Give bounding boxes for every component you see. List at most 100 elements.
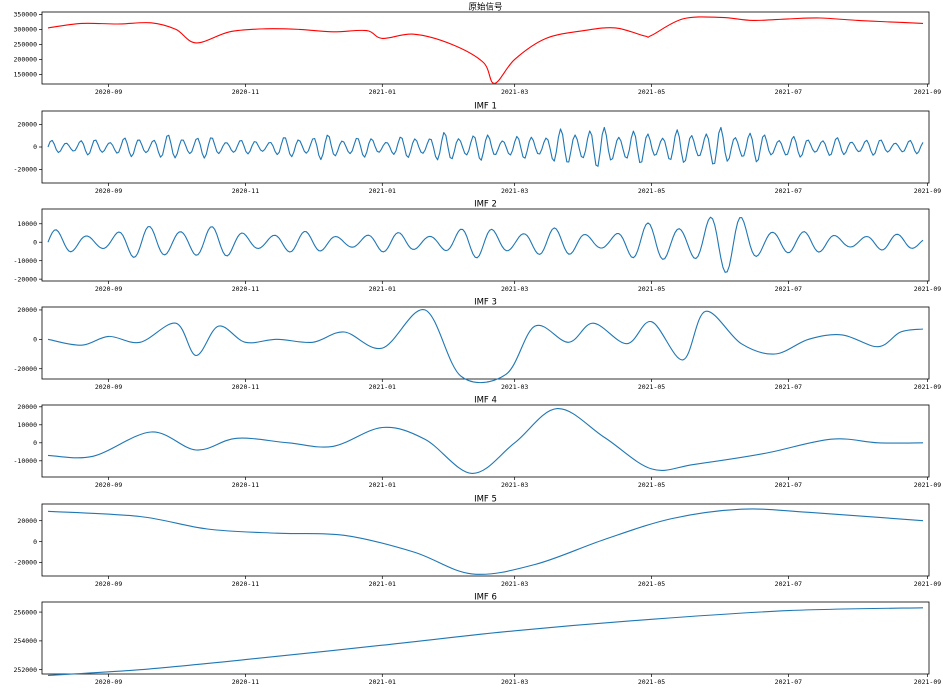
x-tick-label: 2021-03	[501, 187, 528, 195]
x-tick-label: 2021-09	[914, 88, 941, 96]
x-tick-label: 2021-07	[775, 88, 802, 96]
y-tick-label: 300000	[14, 26, 38, 34]
x-tick-label: 2021-03	[501, 580, 528, 588]
y-tick-label: 20000	[17, 517, 37, 525]
y-tick-label: 0	[33, 143, 37, 151]
axes-frame	[41, 110, 930, 184]
axes-frame	[41, 11, 930, 85]
y-tick-label: 252000	[14, 666, 38, 674]
panel-5: IMF 4 -10000 0 10000 20000 2020-09 2020-11 2021…	[14, 396, 942, 490]
y-tick-label: 350000	[14, 11, 38, 19]
x-tick-label: 2021-01	[369, 88, 396, 96]
y-tick-label: 10000	[17, 220, 37, 228]
axes-frame	[41, 601, 930, 675]
axes-frame	[41, 208, 930, 282]
y-tick-label: 0	[33, 538, 37, 546]
y-tick-label: -20000	[14, 166, 38, 174]
axes-frame	[41, 503, 930, 577]
panel-1: 原始信号 150000 200000 250000 300000 350000 2020-0…	[14, 2, 942, 97]
y-tick-label: 254000	[14, 637, 38, 645]
panel-4: IMF 3 -20000 0 20000 2020-09 2020-11 2021-01 20…	[14, 298, 942, 392]
axes-frame	[41, 306, 930, 380]
y-tick-label: 20000	[17, 121, 37, 129]
x-tick-label: 2021-01	[369, 383, 396, 391]
y-tick-label: -20000	[14, 365, 38, 373]
y-tick-label: 250000	[14, 41, 38, 49]
x-tick-label: 2020-11	[232, 383, 259, 391]
x-tick-label: 2021-05	[638, 187, 665, 195]
x-tick-label: 2021-09	[914, 285, 941, 293]
x-tick-label: 2021-05	[638, 383, 665, 391]
panel-3: IMF 2 -20000 -10000 0 10000 2020-09 2020-11 202…	[14, 200, 942, 294]
y-tick-label: 20000	[17, 306, 37, 314]
x-tick-label: 2020-09	[95, 481, 122, 489]
panel-title: IMF 3	[474, 298, 497, 308]
x-tick-label: 2021-01	[369, 481, 396, 489]
y-tick-label: 0	[33, 439, 37, 447]
panel-title: IMF 5	[474, 495, 497, 505]
x-tick-label: 2021-07	[775, 678, 802, 686]
x-tick-label: 2020-09	[95, 383, 122, 391]
y-tick-label: 10000	[17, 421, 37, 429]
x-tick-label: 2021-01	[369, 580, 396, 588]
series-line	[47, 216, 924, 273]
y-tick-label: 0	[33, 238, 37, 246]
x-tick-label: 2021-09	[914, 580, 941, 588]
x-tick-label: 2021-07	[775, 580, 802, 588]
y-tick-label: 150000	[14, 71, 38, 79]
series-line	[47, 16, 924, 84]
x-tick-label: 2021-01	[369, 285, 396, 293]
x-tick-label: 2021-03	[501, 88, 528, 96]
panel-7: IMF 6 252000 254000 256000 2020-09 2020-11 202…	[14, 593, 942, 687]
x-tick-label: 2021-01	[369, 678, 396, 686]
x-tick-label: 2021-03	[501, 678, 528, 686]
y-tick-label: 20000	[17, 403, 37, 411]
x-tick-label: 2020-09	[95, 187, 122, 195]
x-tick-label: 2021-07	[775, 481, 802, 489]
y-tick-label: 0	[33, 336, 37, 344]
x-tick-label: 2020-11	[232, 285, 259, 293]
y-tick-label: -10000	[14, 257, 38, 265]
y-tick-label: -20000	[14, 559, 38, 567]
x-tick-label: 2021-07	[775, 383, 802, 391]
panel-title: IMF 1	[474, 102, 497, 112]
y-tick-label: 200000	[14, 56, 38, 64]
panel-title: IMF 2	[474, 200, 497, 210]
series-line	[47, 408, 924, 474]
series-line	[47, 309, 924, 384]
panel-title: 原始信号	[468, 2, 502, 13]
x-tick-label: 2020-09	[95, 285, 122, 293]
y-tick-label: 256000	[14, 608, 38, 616]
x-tick-label: 2021-03	[501, 383, 528, 391]
x-tick-label: 2020-09	[95, 88, 122, 96]
x-tick-label: 2021-05	[638, 678, 665, 686]
x-tick-label: 2021-03	[501, 285, 528, 293]
panel-title: IMF 4	[474, 396, 497, 406]
x-tick-label: 2020-09	[95, 580, 122, 588]
x-tick-label: 2021-01	[369, 187, 396, 195]
x-tick-label: 2020-11	[232, 678, 259, 686]
x-tick-label: 2021-09	[914, 678, 941, 686]
x-tick-label: 2020-11	[232, 88, 259, 96]
x-tick-label: 2021-09	[914, 383, 941, 391]
x-tick-label: 2021-05	[638, 580, 665, 588]
y-tick-label: -20000	[14, 275, 38, 283]
panel-title: IMF 6	[474, 593, 497, 603]
x-tick-label: 2021-07	[775, 285, 802, 293]
x-tick-label: 2021-05	[638, 481, 665, 489]
x-tick-label: 2020-09	[95, 678, 122, 686]
x-tick-label: 2020-11	[232, 481, 259, 489]
series-line	[47, 607, 924, 676]
x-tick-label: 2021-05	[638, 285, 665, 293]
x-tick-label: 2020-11	[232, 580, 259, 588]
x-tick-label: 2021-03	[501, 481, 528, 489]
series-line	[47, 508, 924, 575]
panel-2: IMF 1 -20000 0 20000 2020-09 2020-11 2021-01 20…	[14, 102, 942, 196]
x-tick-label: 2021-07	[775, 187, 802, 195]
x-tick-label: 2021-09	[914, 187, 941, 195]
x-tick-label: 2021-05	[638, 88, 665, 96]
panel-6: IMF 5 -20000 0 20000 2020-09 2020-11 2021-01 20…	[14, 495, 942, 589]
x-tick-label: 2020-11	[232, 187, 259, 195]
y-tick-label: -10000	[14, 457, 38, 465]
